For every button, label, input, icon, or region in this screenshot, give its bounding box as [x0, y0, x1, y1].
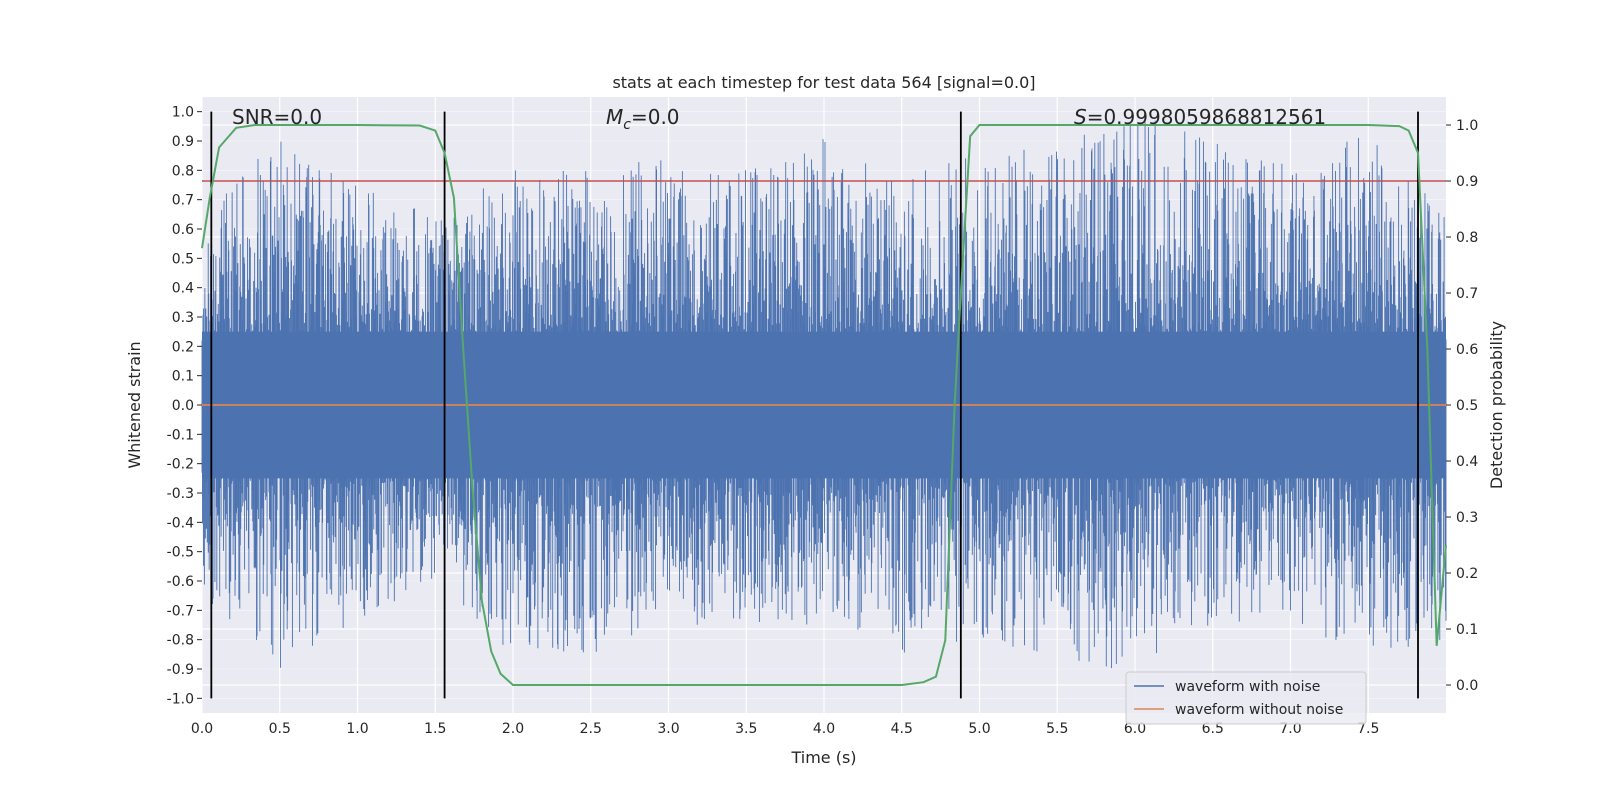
- chirp-mass-symbol: M: [606, 105, 623, 129]
- detection-statistic-value: =0.9998059868812561: [1087, 105, 1326, 129]
- y-tick-label: 0.4: [172, 281, 194, 297]
- y-tick-label: 1.0: [172, 105, 194, 121]
- x-tick-label: 7.5: [1357, 721, 1379, 737]
- x-tick-label: 3.0: [657, 721, 679, 737]
- y-tick-label: 0.0: [172, 398, 194, 414]
- detection-statistic-symbol: S: [1074, 105, 1087, 129]
- x-tick-label: 0.5: [269, 721, 291, 737]
- y-tick-label: 0.1: [172, 369, 194, 385]
- y-tick-label: -0.7: [167, 603, 194, 619]
- x-tick-label: 2.5: [580, 721, 602, 737]
- detection-probability-series: [201, 124, 1447, 686]
- y2-tick-label: 0.7: [1456, 286, 1478, 302]
- y-tick-label: -0.8: [167, 633, 194, 649]
- y-tick-label: -0.9: [167, 662, 194, 678]
- legend-box: [1125, 671, 1367, 725]
- y-tick-label: -0.1: [167, 427, 194, 443]
- y-tick-label: 0.2: [172, 339, 194, 355]
- y-tick-label: -0.2: [167, 457, 194, 473]
- x-tick-label: 0.0: [191, 721, 213, 737]
- y2-tick-label: 0.6: [1456, 342, 1478, 358]
- noise-waveform-path: [201, 120, 1447, 669]
- boundary-lines: [210, 111, 1419, 699]
- y2-tick-label: 0.5: [1456, 398, 1478, 414]
- y-axis-label: Whitened strain: [125, 341, 144, 468]
- y-tick-label: 0.6: [172, 222, 194, 238]
- legend-entry-clean: waveform without noise: [1175, 702, 1343, 718]
- chirp-mass-annotation: Mc=0.0: [606, 105, 680, 133]
- x-tick-label: 1.5: [424, 721, 446, 737]
- x-tick-label: 5.0: [968, 721, 990, 737]
- y2-tick-label: 1.0: [1456, 118, 1478, 134]
- x-tick-label: 4.0: [813, 721, 835, 737]
- y2-tick-label: 0.8: [1456, 230, 1478, 246]
- y-tick-label: 0.8: [172, 163, 194, 179]
- legend-entry-noise: waveform with noise: [1175, 679, 1320, 695]
- detection-statistic-annotation: S=0.9998059868812561: [1074, 105, 1326, 129]
- legend: waveform with noise waveform without noi…: [1125, 671, 1367, 725]
- chirp-mass-subscript: c: [623, 117, 631, 133]
- x-tick-label: 5.5: [1046, 721, 1068, 737]
- x-tick-label: 3.5: [735, 721, 757, 737]
- y2-tick-label: 0.1: [1456, 622, 1478, 638]
- y2-tick-label: 0.3: [1456, 510, 1478, 526]
- y2-tick-label: 0.0: [1456, 678, 1478, 694]
- x-tick-label: 6.0: [1124, 721, 1146, 737]
- chirp-mass-value: =0.0: [631, 105, 680, 129]
- y2-tick-label: 0.9: [1456, 174, 1478, 190]
- y-tick-label: -0.4: [167, 515, 194, 531]
- snr-annotation: SNR=0.0: [232, 105, 322, 129]
- y-tick-label: -0.3: [167, 486, 194, 502]
- y-tick-label: -0.5: [167, 545, 194, 561]
- x-tick-label: 6.5: [1202, 721, 1224, 737]
- y-tick-label: 0.7: [172, 193, 194, 209]
- x-tick-label: 1.0: [346, 721, 368, 737]
- y-tick-label: 0.3: [172, 310, 194, 326]
- y-tick-label: -0.6: [167, 574, 194, 590]
- x-tick-label: 4.5: [891, 721, 913, 737]
- x-tick-label: 7.0: [1279, 721, 1301, 737]
- tick-labels: 0.0 0.5 1.0 1.5 2.0 2.5 3.0 3.5 4.0 4.5 5.0 5.5 6.0 6…: [167, 105, 1479, 737]
- y2-axis-label: Detection probability: [1487, 321, 1506, 489]
- y2-tick-label: 0.4: [1456, 454, 1478, 470]
- x-axis-label: Time (s): [790, 748, 856, 767]
- y-tick-label: -1.0: [167, 691, 194, 707]
- y-tick-label: 0.9: [172, 134, 194, 150]
- detection-probability-line: [201, 124, 1447, 686]
- y-tick-label: 0.5: [172, 251, 194, 267]
- x-tick-label: 2.0: [502, 721, 524, 737]
- y2-tick-label: 0.2: [1456, 566, 1478, 582]
- chart-title: stats at each timestep for test data 564…: [612, 73, 1035, 92]
